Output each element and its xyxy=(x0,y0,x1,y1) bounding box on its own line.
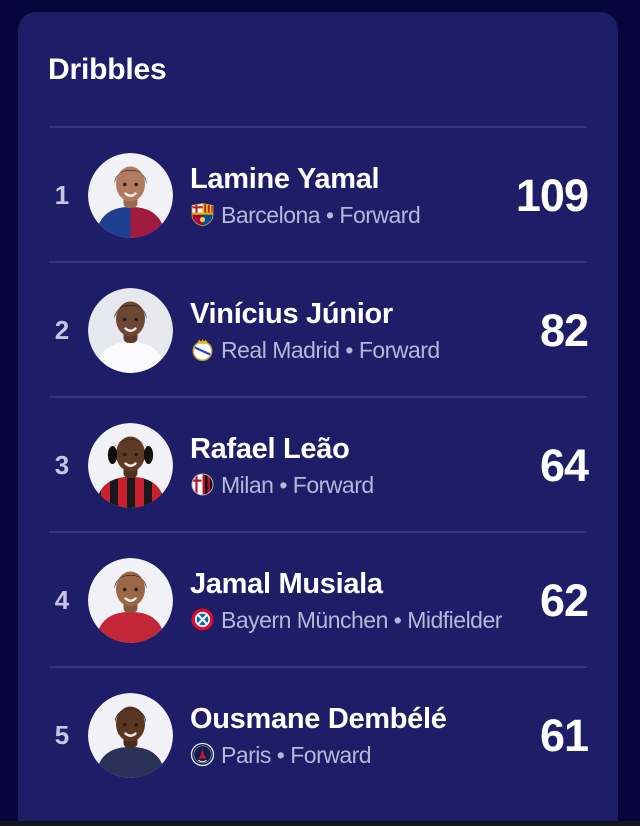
club-position-label: Bayern München • Midfielder xyxy=(221,606,502,633)
player-meta: Barcelona • Forward xyxy=(190,200,508,230)
player-list: 1 Lamine Yamal xyxy=(18,128,618,803)
player-info: Jamal Musiala Bayern München • Midfielde… xyxy=(190,567,532,635)
rank-label: 5 xyxy=(54,720,70,750)
club-position-label: Barcelona • Forward xyxy=(221,201,421,228)
milan-crest-icon xyxy=(190,472,215,497)
rank-label: 4 xyxy=(54,585,70,615)
card-header: Dribbles xyxy=(18,12,618,128)
player-row[interactable]: 5 Ousmane Dembélé Paris • Forward xyxy=(18,668,618,803)
real-madrid-crest-icon xyxy=(190,337,215,362)
rank-label: 1 xyxy=(54,180,70,210)
bottom-edge-strip xyxy=(0,821,640,826)
psg-crest-icon xyxy=(190,742,215,767)
player-meta: Bayern München • Midfielder xyxy=(190,605,532,635)
barcelona-crest-icon xyxy=(190,202,215,227)
player-avatar xyxy=(88,288,173,373)
club-position-label: Paris • Forward xyxy=(221,741,372,768)
player-name: Jamal Musiala xyxy=(190,567,383,600)
player-info: Lamine Yamal Barcelona • Forward xyxy=(190,162,508,230)
player-info: Vinícius Júnior Real Madrid • Forward xyxy=(190,297,532,365)
player-avatar xyxy=(88,693,173,778)
rank-label: 2 xyxy=(54,315,70,345)
page-title: Dribbles xyxy=(48,53,167,86)
player-row[interactable]: 3 Rafael Leão xyxy=(18,398,618,533)
player-avatar xyxy=(88,153,173,238)
club-position-label: Real Madrid • Forward xyxy=(221,336,440,363)
player-name: Rafael Leão xyxy=(190,432,350,465)
stat-value: 61 xyxy=(539,709,589,761)
dribbles-leaderboard-card: Dribbles 1 Lamine Yamal xyxy=(18,12,618,821)
club-position-label: Milan • Forward xyxy=(221,471,374,498)
player-meta: Paris • Forward xyxy=(190,740,532,770)
rank-label: 3 xyxy=(54,450,70,480)
player-row[interactable]: 2 Vinícius Júnior Real Madrid • Forward xyxy=(18,263,618,398)
player-row[interactable]: 4 Jamal Musiala Baye xyxy=(18,533,618,668)
player-avatar xyxy=(88,423,173,508)
player-name: Ousmane Dembélé xyxy=(190,702,447,735)
player-meta: Milan • Forward xyxy=(190,470,532,500)
player-info: Rafael Leão Milan • Forward xyxy=(190,432,532,500)
stat-value: 64 xyxy=(539,439,589,491)
player-avatar xyxy=(88,558,173,643)
player-meta: Real Madrid • Forward xyxy=(190,335,532,365)
player-name: Vinícius Júnior xyxy=(190,297,393,330)
bayern-crest-icon xyxy=(190,607,215,632)
stat-value: 109 xyxy=(515,169,589,221)
player-info: Ousmane Dembélé Paris • Forward xyxy=(190,702,532,770)
player-row[interactable]: 1 Lamine Yamal xyxy=(18,128,618,263)
player-name: Lamine Yamal xyxy=(190,162,380,195)
stat-value: 62 xyxy=(539,574,589,626)
stat-value: 82 xyxy=(539,304,589,356)
